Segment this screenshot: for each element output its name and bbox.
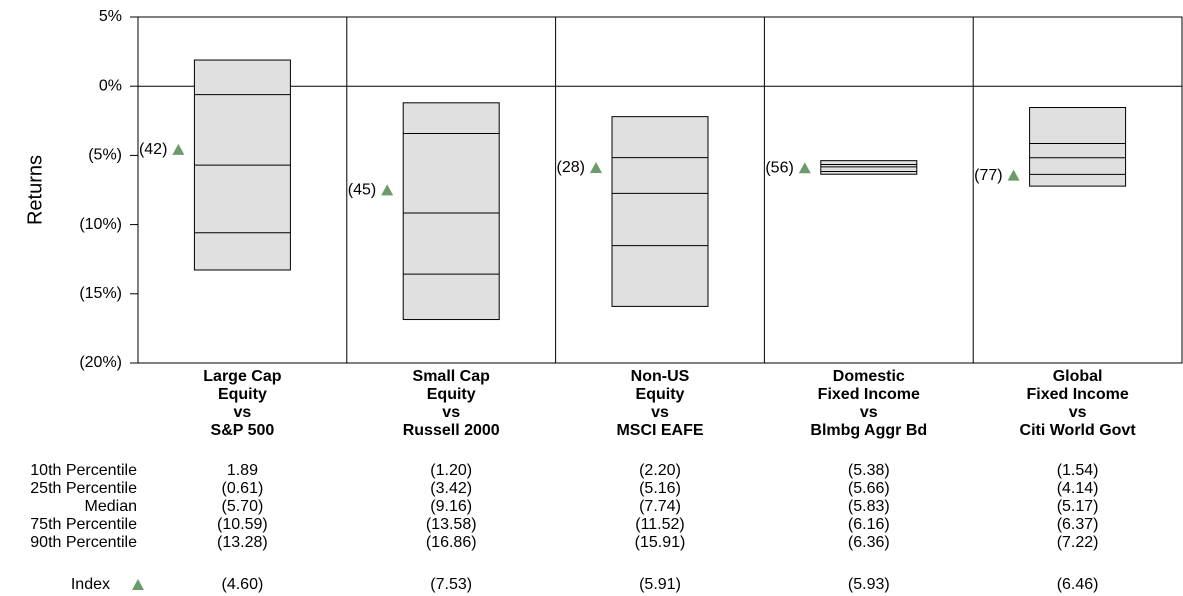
row-label: Median xyxy=(85,498,137,515)
category-label: Global xyxy=(1053,368,1103,385)
index-value: (7.53) xyxy=(430,576,472,593)
table-value: (5.38) xyxy=(848,462,890,479)
table-value: (10.59) xyxy=(217,516,268,533)
y-tick-label: 0% xyxy=(99,77,122,94)
category-label: S&P 500 xyxy=(211,422,275,439)
rank-label: (45) xyxy=(348,182,376,199)
category-label: Russell 2000 xyxy=(403,422,500,439)
rank-label: (42) xyxy=(139,141,167,158)
table-value: (5.16) xyxy=(639,480,681,497)
category-label: vs xyxy=(651,404,669,421)
category-label: MSCI EAFE xyxy=(616,422,703,439)
index-marker xyxy=(798,162,811,174)
index-value: (5.93) xyxy=(848,576,890,593)
table-value: (1.54) xyxy=(1057,462,1099,479)
table-value: (9.16) xyxy=(430,498,472,515)
plot-frame xyxy=(137,16,1183,364)
category-label: Non-US xyxy=(631,368,690,385)
table-value: (2.20) xyxy=(639,462,681,479)
table-value: (3.42) xyxy=(430,480,472,497)
rank-label: (56) xyxy=(765,159,793,176)
y-tick-label: (10%) xyxy=(79,216,122,233)
category-label: Blmbg Aggr Bd xyxy=(810,422,927,439)
table-value: (5.70) xyxy=(222,498,264,515)
index-marker xyxy=(1007,169,1020,181)
box xyxy=(820,160,918,175)
category-label: Equity xyxy=(636,386,685,403)
category-label: Citi World Govt xyxy=(1020,422,1137,439)
table-value: (7.22) xyxy=(1057,534,1099,551)
table-value: (4.14) xyxy=(1057,480,1099,497)
y-tick-label: 5% xyxy=(99,8,122,25)
category-label: Fixed Income xyxy=(818,386,920,403)
rank-label: (77) xyxy=(974,167,1002,184)
index-value: (6.46) xyxy=(1057,576,1099,593)
row-label: 25th Percentile xyxy=(30,480,137,497)
row-label: 75th Percentile xyxy=(30,516,137,533)
table-value: (6.16) xyxy=(848,516,890,533)
index-legend-marker xyxy=(132,579,144,590)
category-label: vs xyxy=(860,404,878,421)
index-marker xyxy=(381,184,394,196)
index-marker xyxy=(590,161,602,173)
category-label: Domestic xyxy=(833,368,905,385)
table-value: (1.20) xyxy=(430,462,472,479)
category-label: Fixed Income xyxy=(1026,386,1128,403)
category-label: vs xyxy=(442,404,460,421)
y-axis-label: Returns xyxy=(24,155,46,225)
table-value: (5.66) xyxy=(848,480,890,497)
row-label: 90th Percentile xyxy=(30,534,137,551)
table-value: (11.52) xyxy=(635,516,685,533)
y-tick-label: (20%) xyxy=(79,354,122,371)
category-label: vs xyxy=(234,404,252,421)
y-tick-label: (15%) xyxy=(79,285,122,302)
box xyxy=(402,102,500,321)
table-value: (7.74) xyxy=(639,498,681,515)
table-value: (6.37) xyxy=(1057,516,1099,533)
category-label: Small Cap xyxy=(413,368,491,385)
y-tick-label: (5%) xyxy=(88,147,122,164)
box xyxy=(1029,107,1127,187)
table-value: (15.91) xyxy=(635,534,686,551)
index-value: (4.60) xyxy=(222,576,264,593)
category-label: Equity xyxy=(427,386,476,403)
box xyxy=(611,116,709,307)
category-label: Equity xyxy=(218,386,267,403)
table-value: (16.86) xyxy=(426,534,477,551)
table-value: (6.36) xyxy=(848,534,890,551)
category-label: Large Cap xyxy=(203,368,281,385)
index-value: (5.91) xyxy=(639,576,681,593)
index-label: Index xyxy=(71,576,110,593)
row-label: 10th Percentile xyxy=(30,462,137,479)
table-value: (0.61) xyxy=(222,480,264,497)
rank-label: (28) xyxy=(557,159,585,176)
table-value: (5.17) xyxy=(1057,498,1099,515)
category-label: vs xyxy=(1069,404,1087,421)
table-value: (13.28) xyxy=(217,534,268,551)
table-value: (13.58) xyxy=(426,516,477,533)
index-marker xyxy=(172,143,185,155)
table-value: 1.89 xyxy=(227,462,258,479)
table-value: (5.83) xyxy=(848,498,890,515)
